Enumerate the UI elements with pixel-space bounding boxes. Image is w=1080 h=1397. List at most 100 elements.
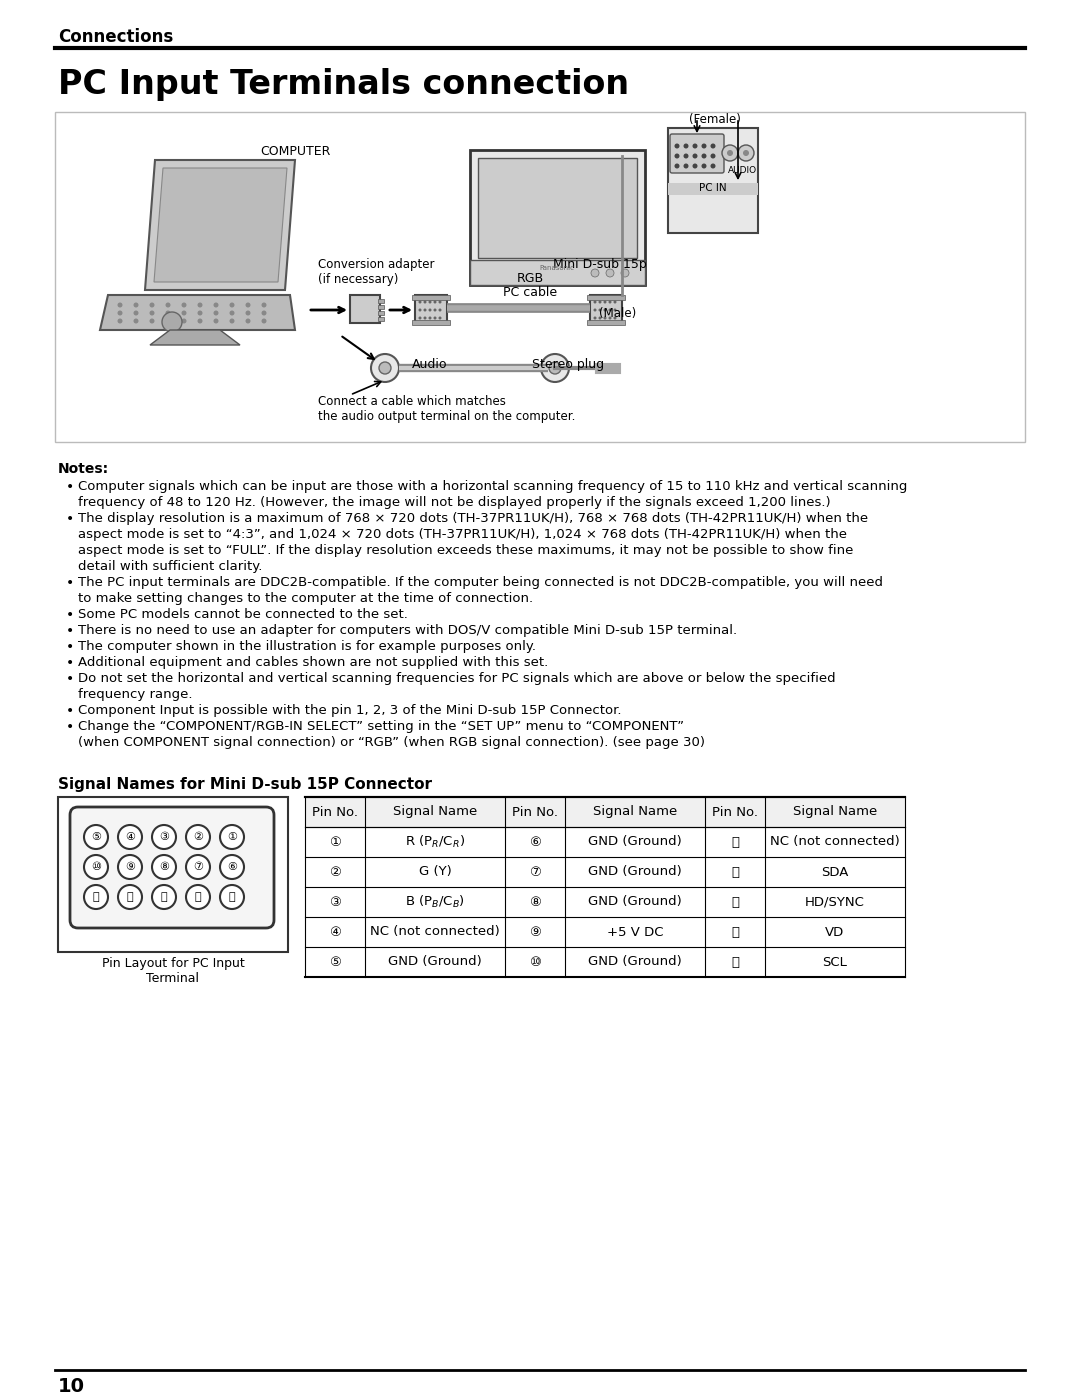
Circle shape bbox=[181, 319, 187, 324]
Text: RGB: RGB bbox=[516, 272, 543, 285]
Text: Pin No.: Pin No. bbox=[512, 806, 558, 819]
Circle shape bbox=[214, 319, 218, 324]
Circle shape bbox=[84, 886, 108, 909]
Circle shape bbox=[214, 303, 218, 307]
Circle shape bbox=[711, 154, 715, 158]
Polygon shape bbox=[154, 168, 287, 282]
Text: •: • bbox=[66, 608, 75, 622]
Circle shape bbox=[186, 826, 210, 849]
Text: ⑧: ⑧ bbox=[529, 895, 541, 908]
Circle shape bbox=[423, 317, 427, 320]
Circle shape bbox=[118, 310, 122, 316]
Circle shape bbox=[549, 362, 561, 374]
Text: Signal Name: Signal Name bbox=[593, 806, 677, 819]
Circle shape bbox=[118, 319, 122, 324]
Text: ②: ② bbox=[329, 866, 341, 879]
Circle shape bbox=[598, 300, 602, 303]
Circle shape bbox=[162, 312, 183, 332]
Circle shape bbox=[594, 317, 596, 320]
Circle shape bbox=[214, 310, 218, 316]
Circle shape bbox=[438, 309, 442, 312]
Circle shape bbox=[372, 353, 399, 381]
Text: aspect mode is set to “FULL”. If the display resolution exceeds these maximums, : aspect mode is set to “FULL”. If the dis… bbox=[78, 543, 853, 557]
Circle shape bbox=[604, 309, 607, 312]
Circle shape bbox=[261, 303, 267, 307]
Text: ⑩: ⑩ bbox=[91, 862, 102, 872]
Circle shape bbox=[261, 319, 267, 324]
Circle shape bbox=[245, 303, 251, 307]
Circle shape bbox=[245, 310, 251, 316]
Text: to make setting changes to the computer at the time of connection.: to make setting changes to the computer … bbox=[78, 592, 534, 605]
Circle shape bbox=[423, 300, 427, 303]
Circle shape bbox=[621, 270, 629, 277]
Text: ①: ① bbox=[329, 835, 341, 848]
Circle shape bbox=[181, 303, 187, 307]
Circle shape bbox=[152, 855, 176, 879]
Circle shape bbox=[429, 300, 432, 303]
Text: ④: ④ bbox=[329, 925, 341, 939]
Circle shape bbox=[186, 855, 210, 879]
FancyBboxPatch shape bbox=[415, 295, 447, 323]
Circle shape bbox=[594, 300, 596, 303]
Text: Some PC models cannot be connected to the set.: Some PC models cannot be connected to th… bbox=[78, 608, 408, 622]
Text: ⑤: ⑤ bbox=[329, 956, 341, 968]
Circle shape bbox=[186, 886, 210, 909]
Circle shape bbox=[198, 319, 203, 324]
Circle shape bbox=[692, 144, 698, 148]
Text: ⑮: ⑮ bbox=[731, 956, 739, 968]
Text: frequency range.: frequency range. bbox=[78, 687, 192, 701]
Polygon shape bbox=[150, 330, 240, 345]
Circle shape bbox=[613, 300, 617, 303]
Polygon shape bbox=[145, 161, 295, 291]
Text: •: • bbox=[66, 511, 75, 527]
Text: GND (Ground): GND (Ground) bbox=[589, 866, 681, 879]
Circle shape bbox=[608, 317, 611, 320]
Circle shape bbox=[541, 353, 569, 381]
Circle shape bbox=[711, 163, 715, 169]
Text: Additional equipment and cables shown are not supplied with this set.: Additional equipment and cables shown ar… bbox=[78, 657, 549, 669]
Text: PC IN: PC IN bbox=[699, 183, 727, 193]
Circle shape bbox=[692, 154, 698, 158]
FancyBboxPatch shape bbox=[669, 183, 758, 196]
Text: HD/SYNC: HD/SYNC bbox=[805, 895, 865, 908]
Circle shape bbox=[711, 144, 715, 148]
Circle shape bbox=[429, 317, 432, 320]
Circle shape bbox=[220, 826, 244, 849]
Text: (when COMPONENT signal connection) or “RGB” (when RGB signal connection). (see p: (when COMPONENT signal connection) or “R… bbox=[78, 736, 705, 749]
Circle shape bbox=[220, 886, 244, 909]
Text: Audio: Audio bbox=[413, 358, 448, 372]
Circle shape bbox=[149, 319, 154, 324]
Text: Connections: Connections bbox=[58, 28, 173, 46]
FancyBboxPatch shape bbox=[58, 798, 288, 951]
Text: Pin No.: Pin No. bbox=[312, 806, 357, 819]
Circle shape bbox=[702, 144, 706, 148]
FancyBboxPatch shape bbox=[588, 320, 625, 326]
Text: •: • bbox=[66, 657, 75, 671]
Circle shape bbox=[149, 310, 154, 316]
Text: (Female): (Female) bbox=[689, 113, 741, 126]
Circle shape bbox=[675, 144, 679, 148]
Text: •: • bbox=[66, 640, 75, 654]
FancyBboxPatch shape bbox=[588, 295, 625, 300]
Text: •: • bbox=[66, 624, 75, 638]
Circle shape bbox=[379, 362, 391, 374]
Text: Signal Name: Signal Name bbox=[793, 806, 877, 819]
Text: NC (not connected): NC (not connected) bbox=[370, 925, 500, 939]
Circle shape bbox=[134, 303, 138, 307]
Text: NC (not connected): NC (not connected) bbox=[770, 835, 900, 848]
Circle shape bbox=[152, 886, 176, 909]
Circle shape bbox=[684, 154, 689, 158]
Circle shape bbox=[438, 300, 442, 303]
Text: Signal Name: Signal Name bbox=[393, 806, 477, 819]
Text: Pin No.: Pin No. bbox=[712, 806, 758, 819]
Circle shape bbox=[608, 309, 611, 312]
Circle shape bbox=[198, 310, 203, 316]
Circle shape bbox=[604, 300, 607, 303]
FancyBboxPatch shape bbox=[378, 317, 384, 321]
FancyBboxPatch shape bbox=[378, 312, 384, 314]
Circle shape bbox=[702, 154, 706, 158]
Circle shape bbox=[723, 145, 738, 161]
Circle shape bbox=[84, 855, 108, 879]
Circle shape bbox=[675, 154, 679, 158]
Circle shape bbox=[220, 855, 244, 879]
